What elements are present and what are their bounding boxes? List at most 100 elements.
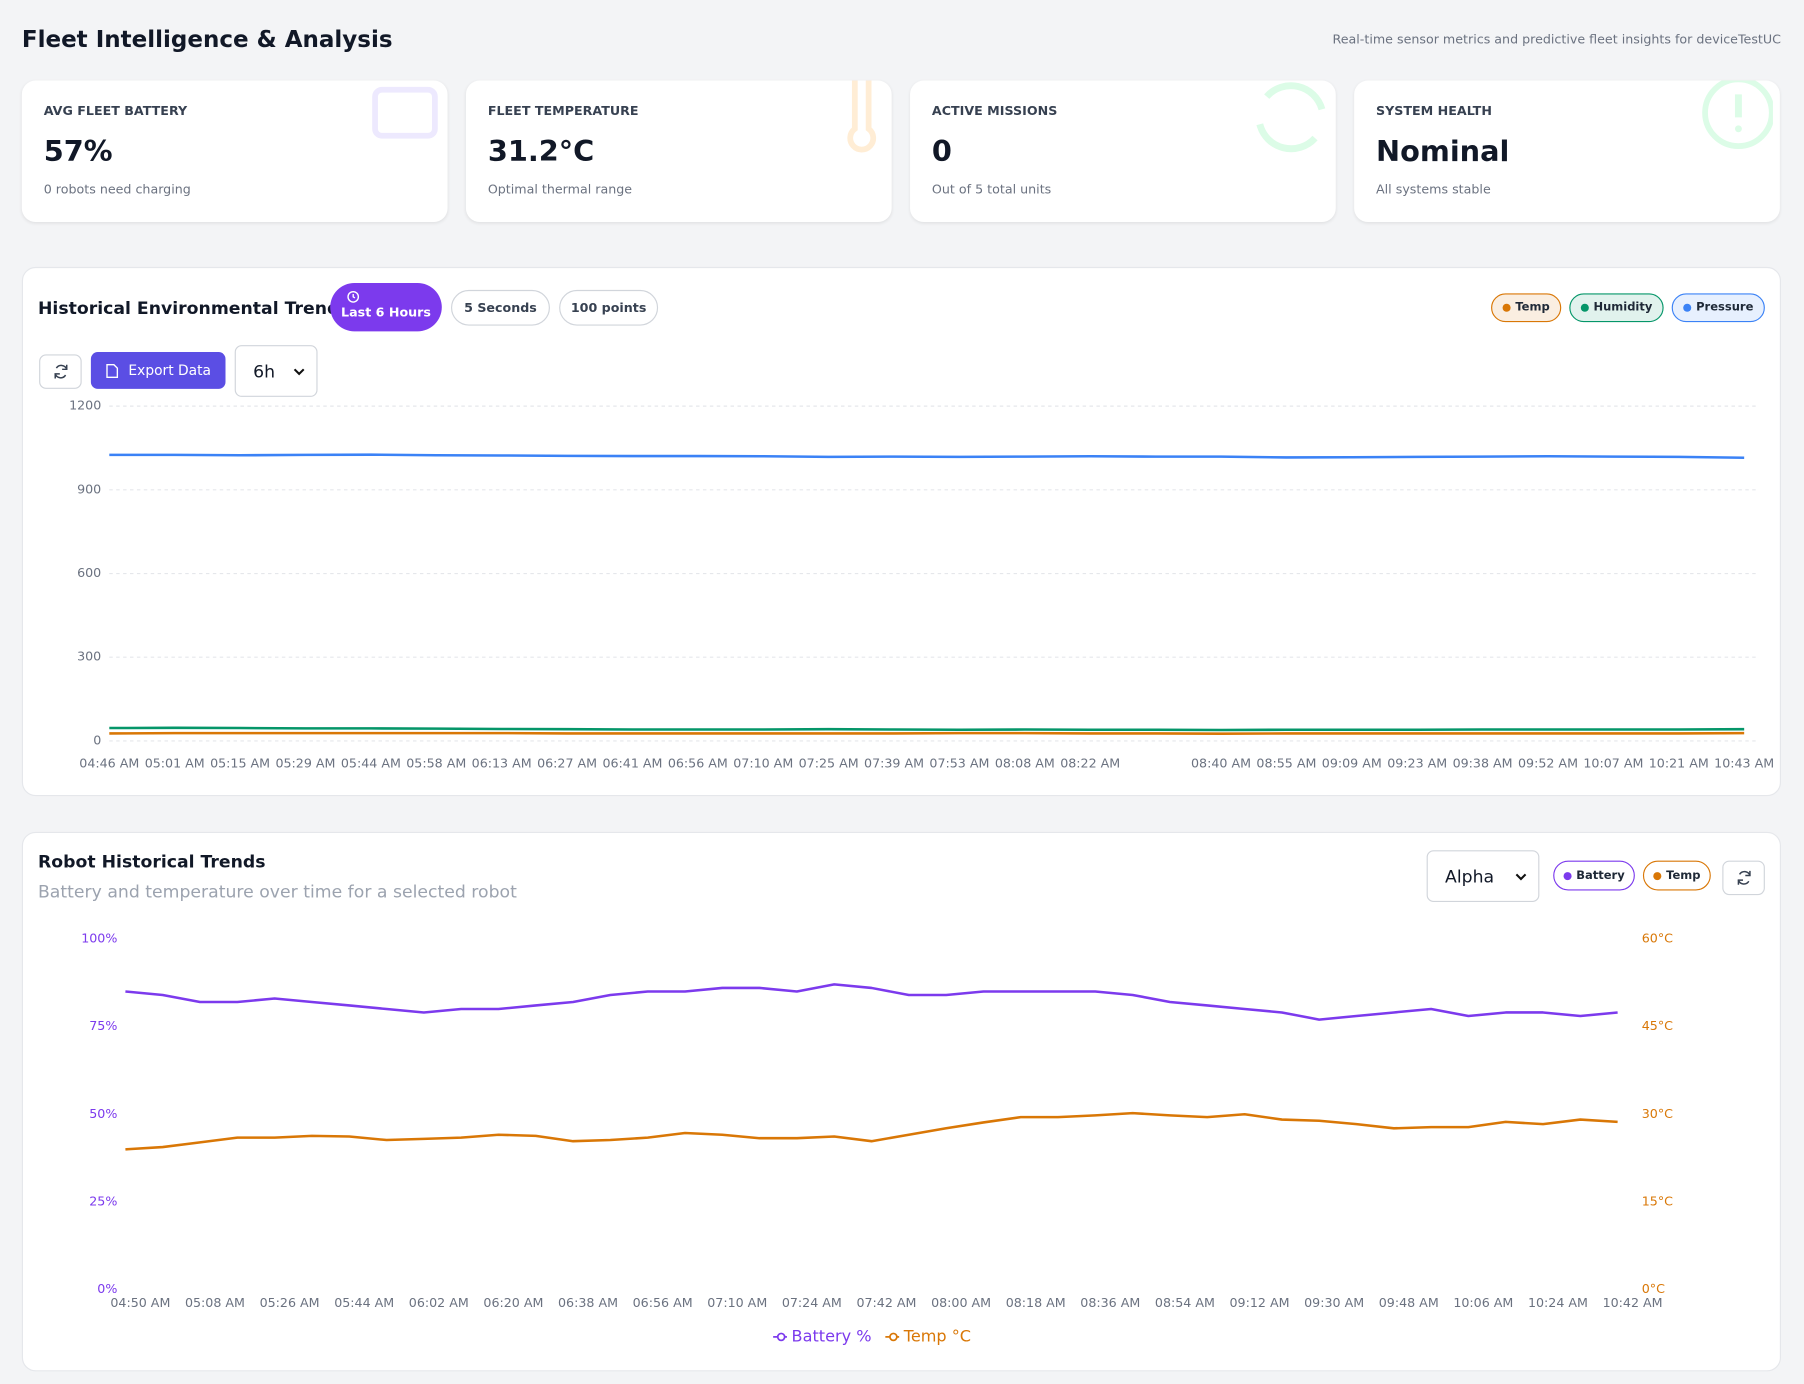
robot-select[interactable]: Alpha [1426, 850, 1540, 902]
refresh-button[interactable] [39, 354, 82, 389]
x-tick-label: 08:00 AM [931, 1295, 991, 1310]
x-tick-label: 05:44 AM [341, 755, 401, 770]
legend-label: Pressure [1696, 301, 1754, 315]
toggle-dot [1563, 871, 1572, 880]
range-pill-active[interactable]: Last 6 Hours [330, 283, 442, 332]
x-tick-label: 04:50 AM [110, 1295, 170, 1310]
x-tick-label: 07:10 AM [733, 755, 793, 770]
x-tick-label: 07:10 AM [707, 1295, 767, 1310]
panel-subtitle: Battery and temperature over time for a … [37, 881, 517, 902]
legend-label: Temp [1515, 301, 1550, 315]
y2-tick-label: 60°C [1642, 930, 1673, 945]
x-tick-label: 06:56 AM [668, 755, 728, 770]
x-tick-label: 08:22 AM [1060, 755, 1120, 770]
x-tick-label: 08:55 AM [1256, 755, 1316, 770]
x-tick-label: 07:24 AM [782, 1295, 842, 1310]
file-icon [105, 363, 118, 378]
page-title: Fleet Intelligence & Analysis [21, 25, 393, 53]
refresh-icon [53, 364, 67, 379]
x-tick-label: 07:53 AM [929, 755, 989, 770]
series-line [109, 726, 1745, 732]
kpi-icon [1702, 80, 1773, 149]
y-tick-label: 100% [81, 930, 117, 945]
x-tick-label: 10:07 AM [1583, 755, 1643, 770]
chevron [293, 368, 305, 375]
legend-dot [1580, 303, 1589, 312]
y-tick-label: 75% [89, 1018, 117, 1033]
x-tick-label: 09:52 AM [1518, 755, 1578, 770]
kpi-note: Optimal thermal range [487, 181, 633, 197]
robot-chart: 0% 25% 50% 75% 100% 0°C 15°C 30°C 45°C 60°C 04:50 … [81, 930, 1673, 1345]
kpi-icon [372, 86, 438, 139]
x-tick-label: 08:36 AM [1080, 1295, 1140, 1310]
x-tick-label: 10:43 AM [1714, 755, 1774, 770]
series-toggle[interactable]: Battery [1553, 860, 1636, 891]
env-chart: 0 300 600 900 1200 04:46 AM 05:01 AM 05:15 AM 05… [69, 398, 1774, 771]
env-panel: Historical Environmental Trends Last 6 H… [21, 266, 1781, 797]
y2-tick-label: 30°C [1642, 1106, 1673, 1121]
kpi-note: Out of 5 total units [931, 181, 1052, 197]
kpi-note: 0 robots need charging [43, 181, 191, 197]
y-tick-label: 300 [77, 649, 101, 664]
kpi-note: All systems stable [1376, 181, 1491, 197]
series-toggle[interactable]: Temp [1643, 860, 1711, 891]
select-text: 6h [253, 360, 276, 382]
range-pill[interactable]: 5 Seconds [450, 289, 550, 326]
legend-label: Humidity [1593, 301, 1653, 315]
x-tick-label: 09:12 AM [1230, 1295, 1290, 1310]
robot-panel: Robot Historical Trends Battery and temp… [21, 831, 1781, 1372]
x-tick-label: 10:24 AM [1528, 1295, 1588, 1310]
kpi-icon [847, 80, 877, 153]
y-tick-label: 50% [89, 1106, 117, 1121]
legend: Temp Humidity Pressure [1491, 293, 1765, 323]
kpi-value: 31.2°C [487, 134, 595, 168]
legend-pill[interactable]: Humidity [1569, 293, 1664, 323]
y2-tick-label: 45°C [1642, 1018, 1673, 1033]
x-tick-label: 05:08 AM [185, 1295, 245, 1310]
panel-title: Historical Environmental Trends [37, 297, 350, 319]
x-tick-label: 09:09 AM [1322, 755, 1382, 770]
series-line [109, 453, 1745, 460]
legend-marker [889, 1332, 898, 1342]
chevron [1515, 873, 1527, 880]
range-pill[interactable]: 100 points [559, 289, 659, 326]
kpi-value: Nominal [1376, 134, 1510, 168]
button-text: Export Data [128, 362, 211, 379]
legend-dot [1502, 303, 1511, 312]
x-tick-label: 08:40 AM [1191, 755, 1251, 770]
kpi-card: FLEET TEMPERATURE 31.2°C Optimal thermal… [465, 80, 892, 223]
y-tick-label: 900 [77, 481, 101, 496]
x-tick-label: 05:26 AM [260, 1295, 320, 1310]
legend-pill[interactable]: Temp [1491, 293, 1562, 323]
x-tick-label: 09:23 AM [1387, 755, 1447, 770]
x-tick-label: 09:38 AM [1453, 755, 1513, 770]
x-tick-label: 07:25 AM [799, 755, 859, 770]
export-button[interactable]: Export Data [90, 352, 226, 389]
x-tick-label: 05:58 AM [406, 755, 466, 770]
x-tick-label: 10:42 AM [1603, 1295, 1663, 1310]
series-line [125, 1111, 1618, 1151]
series-toggles: Battery Temp [1553, 860, 1711, 891]
legend-dot [1683, 303, 1692, 312]
kpi-card: SYSTEM HEALTH Nominal All systems stable [1354, 80, 1780, 223]
y-tick-label: 1200 [69, 398, 101, 413]
kpi-label: FLEET TEMPERATURE [487, 103, 639, 119]
toggle-dot [1653, 871, 1662, 880]
range-select[interactable]: 6h [234, 345, 318, 397]
panel-title: Robot Historical Trends [37, 851, 266, 873]
x-tick-label: 09:30 AM [1304, 1295, 1364, 1310]
kpi-value: 57% [43, 134, 113, 168]
legend-pill[interactable]: Pressure [1671, 293, 1765, 323]
x-tick-label: 10:06 AM [1453, 1295, 1513, 1310]
x-tick-label: 08:18 AM [1006, 1295, 1066, 1310]
series-line [109, 731, 1745, 735]
y-tick-label: 25% [89, 1193, 117, 1208]
select-text: Alpha [1445, 865, 1495, 887]
x-tick-label: 06:38 AM [558, 1295, 618, 1310]
y-tick-label: 0% [97, 1281, 117, 1296]
refresh-button[interactable] [1722, 860, 1765, 896]
page-subtitle: Real-time sensor metrics and predictive … [1332, 32, 1781, 48]
legend-marker [776, 1332, 786, 1342]
